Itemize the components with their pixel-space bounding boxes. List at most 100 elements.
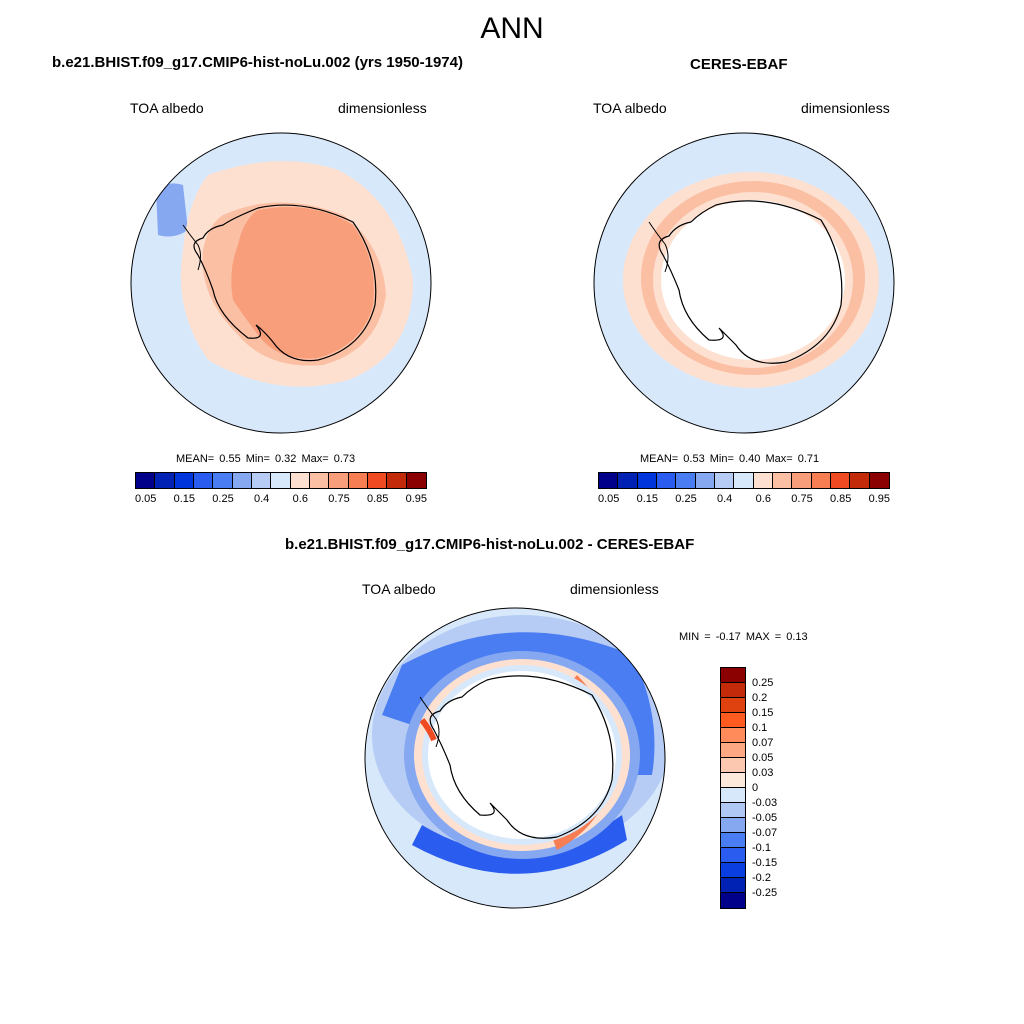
model-stats: MEAN= 0.55 Min= 0.32 Max= 0.73 <box>176 453 355 465</box>
obs-panel-title: CERES-EBAF <box>690 56 788 73</box>
model-colorbar-swatch <box>232 473 252 488</box>
model-colorbar-swatch <box>213 473 233 488</box>
diff-units-label: dimensionless <box>570 581 659 597</box>
model-colorbar-swatch <box>290 473 310 488</box>
obs-mean-value: 0.53 <box>683 453 705 465</box>
model-colorbar-tick-label: 0.75 <box>328 493 350 505</box>
obs-colorbar-swatch <box>618 473 638 488</box>
diff-colorbar-ticks: 0.25 0.2 0.15 0.1 0.07 0.05 0.03 0 -0.03 -0.05 -0.… <box>752 667 812 909</box>
diff-colorbar-swatch <box>721 713 745 728</box>
diff-colorbar-swatch <box>721 728 745 743</box>
obs-colorbar-swatch <box>753 473 773 488</box>
diff-colorbar-swatch <box>721 878 745 893</box>
obs-colorbar-swatch <box>830 473 851 488</box>
obs-colorbar-swatch <box>637 473 657 488</box>
diff-colorbar-swatch <box>721 683 745 698</box>
diff-missing-data-area <box>428 671 616 839</box>
obs-colorbar-swatch <box>772 473 793 488</box>
diff-polar-map <box>364 607 666 909</box>
model-colorbar-swatch <box>271 473 291 488</box>
diff-peninsula-red-spot <box>419 718 437 742</box>
model-colorbar-tick-label: 0.15 <box>173 493 196 505</box>
diff-colorbar-swatch <box>721 698 745 713</box>
diff-blue-band-south <box>412 815 627 874</box>
model-panel-title: b.e21.BHIST.f09_g17.CMIP6-hist-noLu.002 … <box>52 54 463 71</box>
model-colorbar-swatch <box>193 473 214 488</box>
obs-colorbar-swatch <box>714 473 735 488</box>
model-coastline <box>193 204 377 362</box>
model-peninsula-coastline <box>182 224 201 271</box>
diff-panel-title: b.e21.BHIST.f09_g17.CMIP6-hist-noLu.002 … <box>285 536 695 553</box>
diff-max-label: MAX = <box>745 631 782 643</box>
model-max-label: Max= <box>301 453 329 465</box>
obs-colorbar-tick-label: 0.95 <box>868 493 891 505</box>
model-colorbar-swatch <box>367 473 388 488</box>
obs-coastline <box>658 200 843 364</box>
diff-colorbar-tick-label: -0.05 <box>752 812 778 824</box>
model-colorbar <box>135 472 427 489</box>
obs-colorbar-swatch <box>869 473 889 488</box>
model-mean-label: MEAN= <box>176 453 215 465</box>
model-map-border <box>130 132 432 434</box>
model-polar-map <box>130 132 432 434</box>
model-colorbar-tick-label: 0.4 <box>254 493 270 505</box>
obs-colorbar-tick-label: 0.25 <box>675 493 697 505</box>
diff-colorbar-swatch <box>721 863 745 878</box>
diff-colorbar-tick-label: -0.1 <box>752 842 771 854</box>
obs-colorbar-swatch <box>792 473 812 488</box>
model-colorbar-tick-label: 0.6 <box>292 493 308 505</box>
diff-colorbar-tick-label: 0.03 <box>752 767 774 779</box>
diff-colorbar-tick-label: 0.25 <box>752 677 774 689</box>
obs-colorbar-swatch <box>695 473 715 488</box>
diff-colorbar-swatch <box>721 788 745 803</box>
model-colorbar-ticks: 0.05 0.15 0.25 0.4 0.6 0.75 0.85 0.95 <box>135 493 427 507</box>
diff-colorbar-swatch <box>721 758 745 773</box>
model-units-label: dimensionless <box>338 100 427 116</box>
diff-variable-label: TOA albedo <box>362 581 436 597</box>
diff-colorbar-tick-label: -0.2 <box>752 872 771 884</box>
model-min-value: 0.32 <box>274 453 297 465</box>
model-colorbar-swatch <box>406 473 426 488</box>
obs-colorbar-swatch <box>656 473 677 488</box>
obs-colorbar-swatch <box>599 473 619 488</box>
diff-colorbar-tick-label: -0.03 <box>752 797 778 809</box>
diff-colorbar-tick-label: -0.15 <box>752 857 778 869</box>
obs-colorbar-ticks: 0.05 0.15 0.25 0.4 0.6 0.75 0.85 0.95 <box>598 493 890 507</box>
model-colorbar-tick-label: 0.95 <box>405 493 428 505</box>
obs-colorbar-tick-label: 0.75 <box>791 493 813 505</box>
obs-polar-map <box>593 132 895 434</box>
main-title: ANN <box>480 12 544 45</box>
diff-stats: MIN = -0.17 MAX = 0.13 <box>679 631 808 643</box>
diff-coastline <box>429 675 614 839</box>
model-colorbar-swatch <box>136 473 156 488</box>
model-colorbar-swatch <box>174 473 194 488</box>
diff-colorbar-tick-label: 0.07 <box>752 737 774 749</box>
obs-min-label: Min= <box>709 453 734 465</box>
diff-colorbar-swatch <box>721 848 745 863</box>
model-colorbar-swatch <box>309 473 330 488</box>
diff-colorbar-tick-label: 0.15 <box>752 707 774 719</box>
obs-units-label: dimensionless <box>801 100 890 116</box>
diff-colorbar <box>720 667 746 909</box>
diff-min-value: -0.17 <box>715 631 741 643</box>
diff-map-border <box>364 607 666 909</box>
obs-colorbar-tick-label: 0.05 <box>597 493 620 505</box>
diff-colorbar-tick-label: 0.05 <box>752 752 774 764</box>
diff-colorbar-swatch <box>721 803 745 818</box>
model-colorbar-swatch <box>387 473 407 488</box>
model-colorbar-tick-label: 0.25 <box>212 493 234 505</box>
diff-colorbar-tick-label: 0.2 <box>752 692 768 704</box>
diff-colorbar-tick-label: -0.07 <box>752 827 778 839</box>
diff-colorbar-swatch <box>721 893 745 908</box>
obs-colorbar-tick-label: 0.4 <box>717 493 733 505</box>
obs-variable-label: TOA albedo <box>593 100 667 116</box>
model-colorbar-swatch <box>251 473 272 488</box>
model-mean-value: 0.55 <box>219 453 241 465</box>
obs-colorbar <box>598 472 890 489</box>
model-variable-label: TOA albedo <box>130 100 204 116</box>
model-low-albedo-patch <box>156 183 188 237</box>
obs-colorbar-swatch <box>811 473 831 488</box>
model-colorbar-swatch <box>348 473 368 488</box>
obs-colorbar-tick-label: 0.15 <box>636 493 659 505</box>
model-colorbar-tick-label: 0.85 <box>366 493 389 505</box>
